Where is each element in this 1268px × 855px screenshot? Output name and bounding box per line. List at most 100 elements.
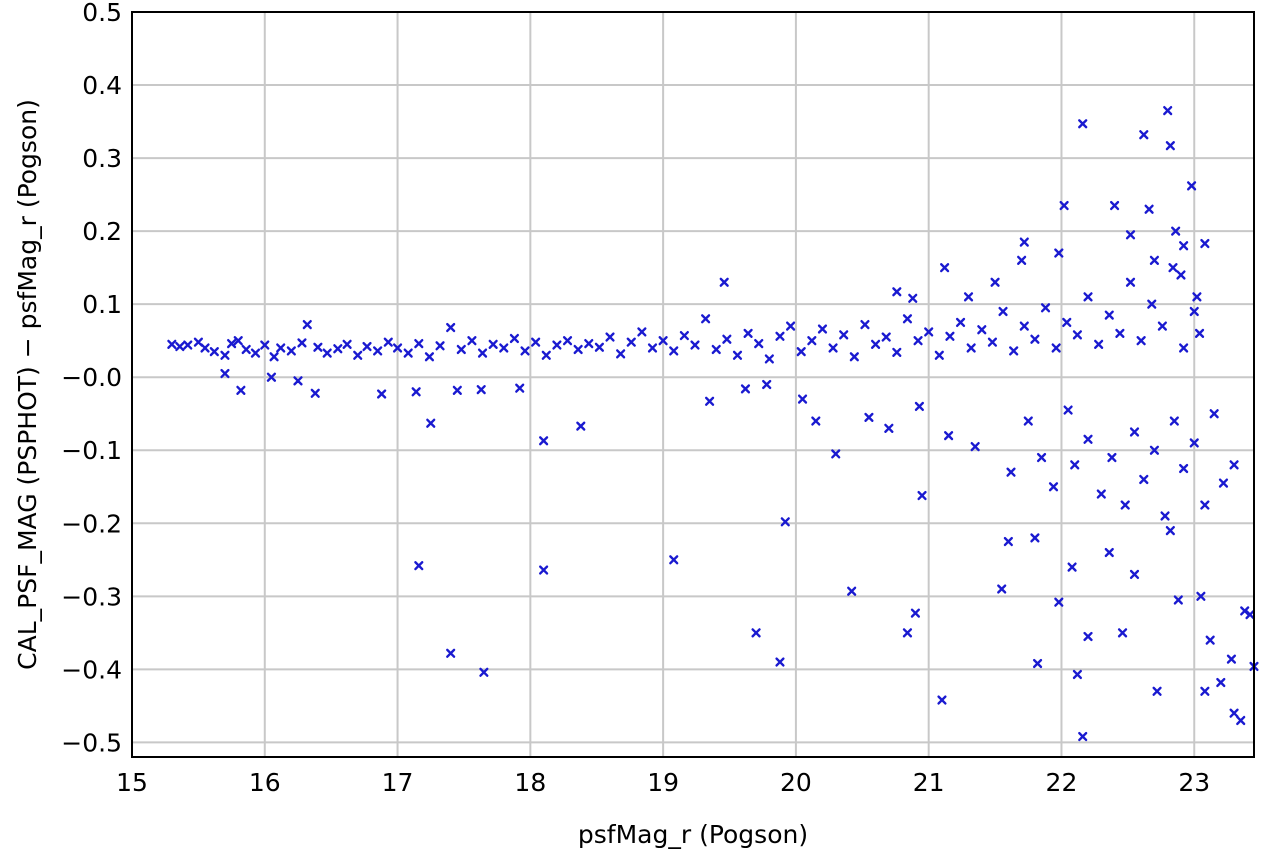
data-point bbox=[937, 695, 947, 705]
data-point bbox=[647, 343, 658, 353]
data-point bbox=[1245, 609, 1255, 620]
data-point bbox=[1192, 292, 1202, 302]
data-point bbox=[276, 343, 286, 353]
data-point bbox=[807, 336, 817, 346]
data-point bbox=[796, 347, 806, 357]
data-point bbox=[226, 338, 237, 349]
data-point bbox=[266, 372, 277, 382]
data-point bbox=[775, 331, 785, 341]
data-point bbox=[373, 346, 383, 356]
data-point bbox=[849, 352, 859, 362]
data-point bbox=[881, 332, 891, 342]
x-tick-labels: 15 16 17 18 19 20 21 22 23 bbox=[116, 768, 1210, 797]
y-tick-label: 0.5 bbox=[82, 0, 122, 27]
data-point bbox=[963, 292, 974, 302]
data-point bbox=[1023, 416, 1033, 426]
data-point bbox=[740, 384, 751, 394]
data-point bbox=[250, 348, 261, 358]
data-point bbox=[977, 325, 987, 335]
data-point bbox=[509, 333, 520, 344]
data-point bbox=[987, 337, 998, 347]
data-point bbox=[576, 421, 586, 431]
data-point bbox=[562, 336, 573, 346]
data-point bbox=[669, 555, 679, 565]
data-point bbox=[616, 349, 626, 359]
data-point bbox=[584, 338, 594, 349]
data-point bbox=[1165, 525, 1175, 536]
data-point bbox=[970, 441, 980, 452]
data-point bbox=[1030, 533, 1040, 543]
data-point bbox=[1200, 238, 1210, 249]
data-point bbox=[1147, 299, 1157, 309]
x-tick-label: 18 bbox=[514, 768, 546, 797]
data-point bbox=[990, 277, 1000, 287]
data-point bbox=[797, 394, 808, 404]
data-point bbox=[1129, 569, 1140, 580]
data-point bbox=[531, 337, 541, 347]
data-point bbox=[1125, 230, 1136, 240]
data-point bbox=[811, 416, 821, 426]
data-point bbox=[1096, 489, 1106, 499]
data-point bbox=[499, 343, 509, 353]
data-point bbox=[467, 336, 477, 346]
data-point bbox=[414, 338, 424, 349]
data-point bbox=[1136, 336, 1146, 346]
data-point bbox=[1200, 500, 1210, 510]
data-point bbox=[1094, 339, 1104, 349]
data-point bbox=[1160, 511, 1170, 521]
x-tick-label: 23 bbox=[1178, 768, 1210, 797]
data-point bbox=[456, 344, 466, 355]
data-point bbox=[297, 338, 307, 348]
data-point bbox=[1070, 460, 1080, 470]
data-point bbox=[488, 339, 498, 349]
data-point bbox=[1216, 677, 1226, 688]
data-point bbox=[719, 277, 729, 287]
data-point bbox=[477, 348, 488, 358]
y-tick-labels: −0.5 −0.4 −0.3 −0.2 −0.1 −0.0 0.1 0.2 0.3 0.4 0.5 bbox=[61, 0, 122, 757]
data-point bbox=[520, 346, 530, 356]
data-point bbox=[934, 350, 944, 360]
data-point bbox=[183, 340, 193, 350]
data-point bbox=[1109, 200, 1120, 211]
data-point bbox=[1205, 635, 1215, 645]
data-point bbox=[293, 376, 303, 386]
data-point bbox=[914, 401, 924, 412]
data-point bbox=[847, 586, 857, 596]
data-point bbox=[1139, 474, 1149, 485]
data-point bbox=[515, 383, 525, 393]
x-tick-label: 21 bbox=[913, 768, 945, 797]
data-point bbox=[1032, 658, 1043, 669]
data-point bbox=[435, 341, 445, 351]
data-point bbox=[1072, 330, 1082, 340]
data-point bbox=[1040, 303, 1051, 313]
data-point bbox=[403, 348, 413, 358]
data-point bbox=[1115, 328, 1125, 338]
data-point bbox=[870, 339, 881, 349]
data-point bbox=[828, 343, 838, 353]
data-point bbox=[1120, 500, 1130, 510]
data-point bbox=[1149, 445, 1160, 455]
y-tick-label: −0.5 bbox=[61, 728, 122, 757]
data-point bbox=[1139, 130, 1149, 140]
data-point bbox=[479, 667, 489, 677]
data-point bbox=[1179, 241, 1189, 251]
data-point bbox=[785, 321, 796, 331]
data-point bbox=[892, 287, 902, 297]
data-point bbox=[377, 389, 387, 399]
data-point bbox=[1179, 463, 1189, 474]
plot-frame bbox=[131, 11, 1255, 758]
data-point bbox=[476, 385, 486, 395]
data-point bbox=[679, 330, 689, 341]
data-point bbox=[269, 352, 279, 362]
x-tick-label: 19 bbox=[647, 768, 679, 797]
data-point bbox=[637, 327, 647, 337]
data-point bbox=[1009, 346, 1019, 356]
x-axis-label: psfMag_r (Pogson) bbox=[578, 820, 808, 849]
data-point bbox=[1229, 460, 1239, 470]
data-point bbox=[1054, 597, 1064, 607]
data-point bbox=[1196, 591, 1206, 601]
y-tick-label: −0.4 bbox=[61, 655, 122, 684]
data-point bbox=[1019, 237, 1029, 247]
data-point bbox=[1048, 482, 1059, 492]
data-point bbox=[1083, 292, 1093, 302]
